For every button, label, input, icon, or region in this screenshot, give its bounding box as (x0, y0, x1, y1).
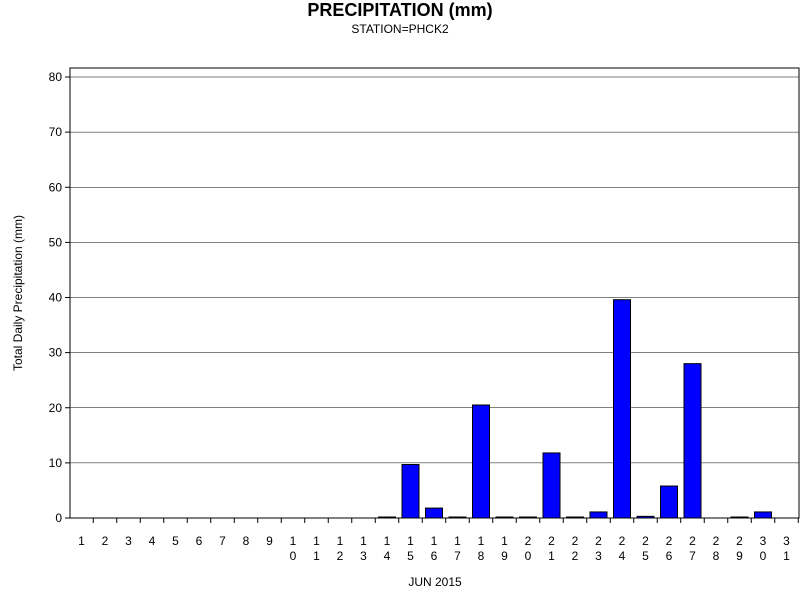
y-tick-label: 30 (49, 346, 63, 360)
x-tick-label: 9 (266, 534, 273, 548)
x-axis-ticks: 1 2 3 4 5 6 7 8 9 1 01 11 21 31 41 51 61 71 81 92 02 12 22 32 42… (78, 518, 799, 563)
bar-day-15 (401, 464, 420, 519)
x-tick-label: 4 (149, 534, 156, 548)
bar-day-27 (683, 363, 702, 519)
y-tick-label: 60 (49, 180, 63, 194)
bar-day-26 (660, 485, 678, 519)
chart-subtitle: STATION=PHCK2 (351, 22, 449, 36)
bar-day-30 (754, 511, 772, 519)
bars (378, 299, 772, 519)
bar-day-23 (589, 511, 608, 519)
x-tick-label: 7 (219, 534, 226, 548)
plot-area-frame (69, 67, 800, 519)
x-axis-label: JUN 2015 (408, 575, 462, 589)
y-tick-label: 20 (49, 401, 63, 415)
y-tick-label: 40 (49, 291, 63, 305)
x-tick-label: 8 (243, 534, 250, 548)
chart-title: PRECIPITATION (mm) (307, 0, 493, 20)
x-tick-label: 5 (172, 534, 179, 548)
bar-day-18 (472, 404, 490, 519)
gridlines (70, 76, 799, 464)
y-tick-label: 10 (49, 456, 63, 470)
y-tick-label: 80 (49, 70, 63, 84)
x-tick-label: 6 (196, 534, 203, 548)
x-tick-label: 1 (78, 534, 85, 548)
x-tick-label: 3 (125, 534, 132, 548)
y-tick-label: 0 (55, 511, 62, 525)
y-axis-ticks: 0 10 20 30 40 50 60 70 80 (49, 70, 70, 525)
bar-day-24 (613, 299, 631, 519)
y-tick-label: 70 (49, 125, 63, 139)
x-tick-label: 2 (102, 534, 109, 548)
bar-day-16 (425, 507, 443, 519)
y-tick-label: 50 (49, 235, 63, 249)
y-axis-label: Total Daily Precipitation (mm) (11, 215, 25, 371)
bar-day-21 (542, 452, 561, 519)
